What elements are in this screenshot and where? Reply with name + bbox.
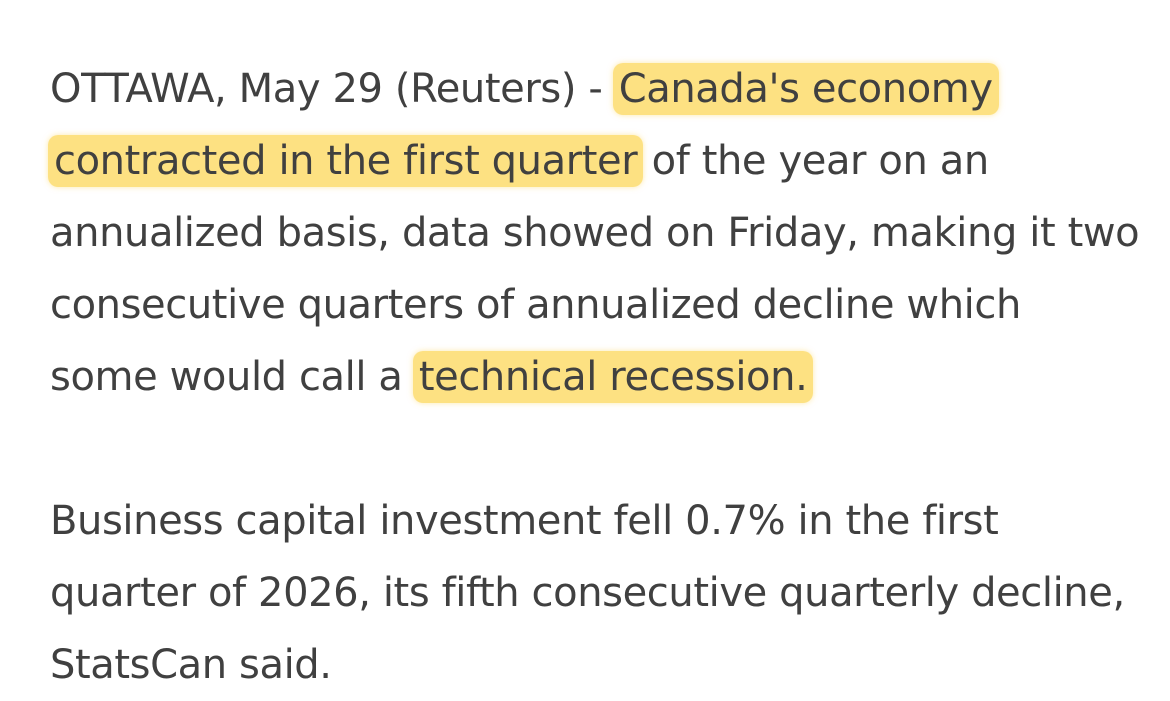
paragraph-lead: OTTAWA, May 29 (Reuters) - Canada's econ… — [48, 53, 1140, 413]
dateline-text: OTTAWA, May 29 (Reuters) - — [50, 66, 615, 112]
body-text: of the year on an annualized basis, data… — [50, 138, 1140, 400]
article-body: OTTAWA, May 29 (Reuters) - Canada's econ… — [48, 53, 1140, 701]
body-text: Business capital investment fell 0.7% in… — [50, 498, 1125, 688]
paragraph-second: Business capital investment fell 0.7% in… — [50, 485, 1140, 701]
highlighted-text: technical recession. — [412, 351, 814, 403]
